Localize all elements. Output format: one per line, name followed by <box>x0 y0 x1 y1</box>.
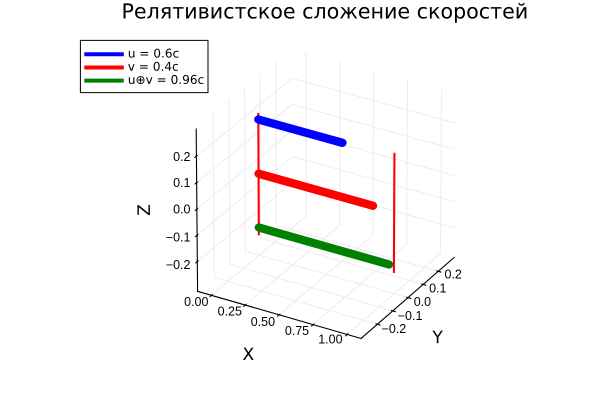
svg-text:−0.1: −0.1 <box>398 309 423 323</box>
svg-text:0.25: 0.25 <box>218 304 242 318</box>
svg-text:0.50: 0.50 <box>251 315 275 329</box>
svg-text:0.1: 0.1 <box>173 176 190 190</box>
svg-text:0.75: 0.75 <box>285 324 309 338</box>
svg-text:−0.2: −0.2 <box>382 322 407 336</box>
svg-text:1.00: 1.00 <box>318 333 342 347</box>
svg-text:−0.2: −0.2 <box>166 258 191 272</box>
svg-text:0.2: 0.2 <box>173 150 190 164</box>
svg-text:0.0: 0.0 <box>414 295 431 309</box>
svg-text:0.00: 0.00 <box>184 295 208 309</box>
svg-text:0.2: 0.2 <box>445 268 462 282</box>
svg-text:0.1: 0.1 <box>429 281 446 295</box>
svg-text:0.0: 0.0 <box>173 203 190 217</box>
svg-text:−0.1: −0.1 <box>166 231 191 245</box>
